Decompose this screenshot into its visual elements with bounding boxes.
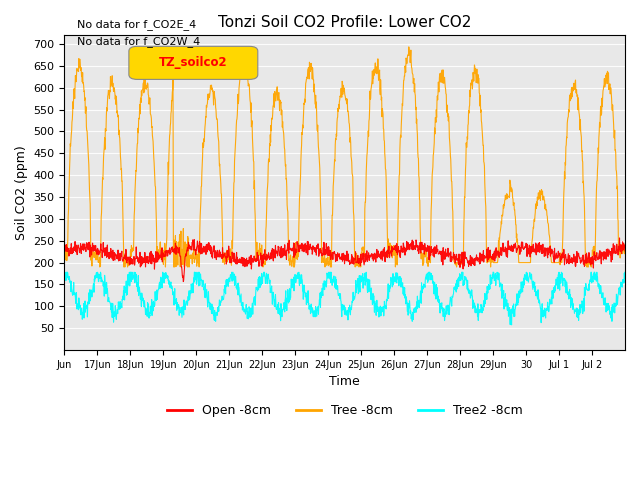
Legend: Open -8cm, Tree -8cm, Tree2 -8cm: Open -8cm, Tree -8cm, Tree2 -8cm: [162, 399, 527, 422]
Y-axis label: Soil CO2 (ppm): Soil CO2 (ppm): [15, 145, 28, 240]
X-axis label: Time: Time: [330, 375, 360, 388]
Text: No data for f_CO2W_4: No data for f_CO2W_4: [77, 36, 200, 47]
Text: TZ_soilco2: TZ_soilco2: [159, 56, 228, 69]
Text: No data for f_CO2E_4: No data for f_CO2E_4: [77, 19, 196, 30]
Title: Tonzi Soil CO2 Profile: Lower CO2: Tonzi Soil CO2 Profile: Lower CO2: [218, 15, 472, 30]
FancyBboxPatch shape: [129, 47, 258, 79]
